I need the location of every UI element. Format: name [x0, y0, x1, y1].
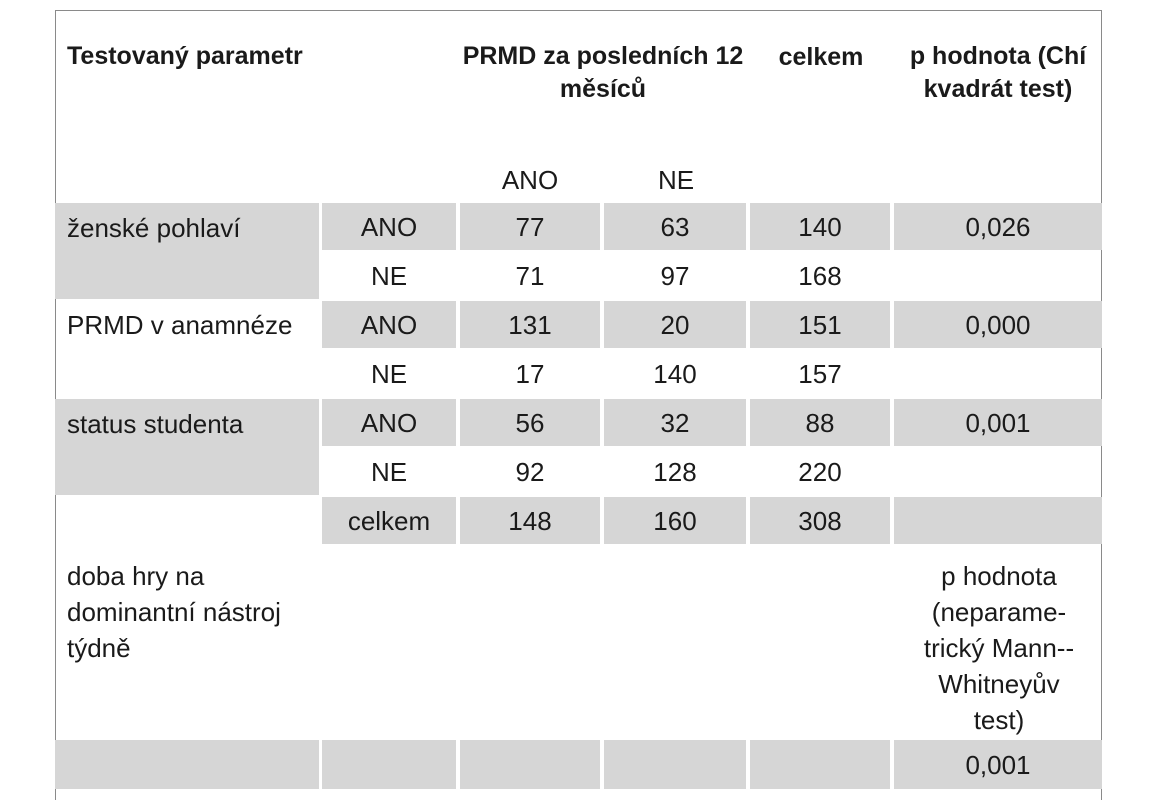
- prmd-yes-cell: 17: [515, 358, 545, 389]
- level-cell: NE: [370, 260, 408, 291]
- level-cell: NE: [370, 456, 408, 487]
- play-time-p-value: 0,001: [894, 740, 1102, 789]
- param-cell-female: ženské pohlaví: [55, 203, 319, 299]
- level-cell: NE: [370, 358, 408, 389]
- prmd-yes-cell: 56: [460, 399, 600, 446]
- play-time-empty-cell: [55, 740, 319, 789]
- prmd-no-cell: 32: [604, 399, 746, 446]
- total-row-label: celkem: [322, 497, 456, 544]
- total-cell: 157: [798, 358, 842, 389]
- prmd-no-cell: 63: [604, 203, 746, 250]
- total-row-no: 160: [604, 497, 746, 544]
- prmd-no-cell: 20: [604, 301, 746, 348]
- header-parameter: Testovaný parametr: [67, 42, 303, 70]
- level-cell: ANO: [322, 399, 456, 446]
- play-time-empty-cell: [460, 740, 600, 789]
- prmd-no-cell: 128: [653, 456, 697, 487]
- param-cell-history: PRMD v anamnéze: [67, 309, 293, 340]
- header-no: NE: [657, 165, 695, 195]
- play-time-empty-cell: [604, 740, 746, 789]
- prmd-yes-cell: 131: [460, 301, 600, 348]
- play-time-p-label: p hodnota (neparame-trický Mann--Whitney…: [923, 561, 1075, 735]
- header-yes: ANO: [501, 165, 559, 195]
- p-value-cell: 0,001: [894, 399, 1102, 446]
- total-row-total: 308: [750, 497, 890, 544]
- total-cell: 88: [750, 399, 890, 446]
- total-row-p: [894, 497, 1102, 544]
- level-cell: ANO: [322, 301, 456, 348]
- param-cell-student: status studenta: [55, 399, 319, 495]
- header-prmd: PRMD za posledních 12 měsíců: [462, 42, 744, 103]
- prmd-yes-cell: 92: [515, 456, 545, 487]
- total-cell: 220: [798, 456, 842, 487]
- header-p-value: p hodnota (Chí kvadrát test): [909, 42, 1087, 103]
- header-total: celkem: [778, 43, 864, 71]
- play-time-empty-cell: [750, 740, 890, 789]
- total-row-yes: 148: [460, 497, 600, 544]
- p-value-cell: 0,026: [894, 203, 1102, 250]
- prmd-no-cell: 97: [660, 260, 690, 291]
- p-value-cell: 0,000: [894, 301, 1102, 348]
- prmd-no-cell: 140: [653, 358, 697, 389]
- play-time-parameter: doba hry na dominantní nástroj týdně: [67, 561, 281, 663]
- prmd-yes-cell: 71: [515, 260, 545, 291]
- total-cell: 168: [798, 260, 842, 291]
- prmd-yes-cell: 77: [460, 203, 600, 250]
- play-time-empty-cell: [322, 740, 456, 789]
- total-cell: 140: [750, 203, 890, 250]
- level-cell: ANO: [322, 203, 456, 250]
- total-cell: 151: [750, 301, 890, 348]
